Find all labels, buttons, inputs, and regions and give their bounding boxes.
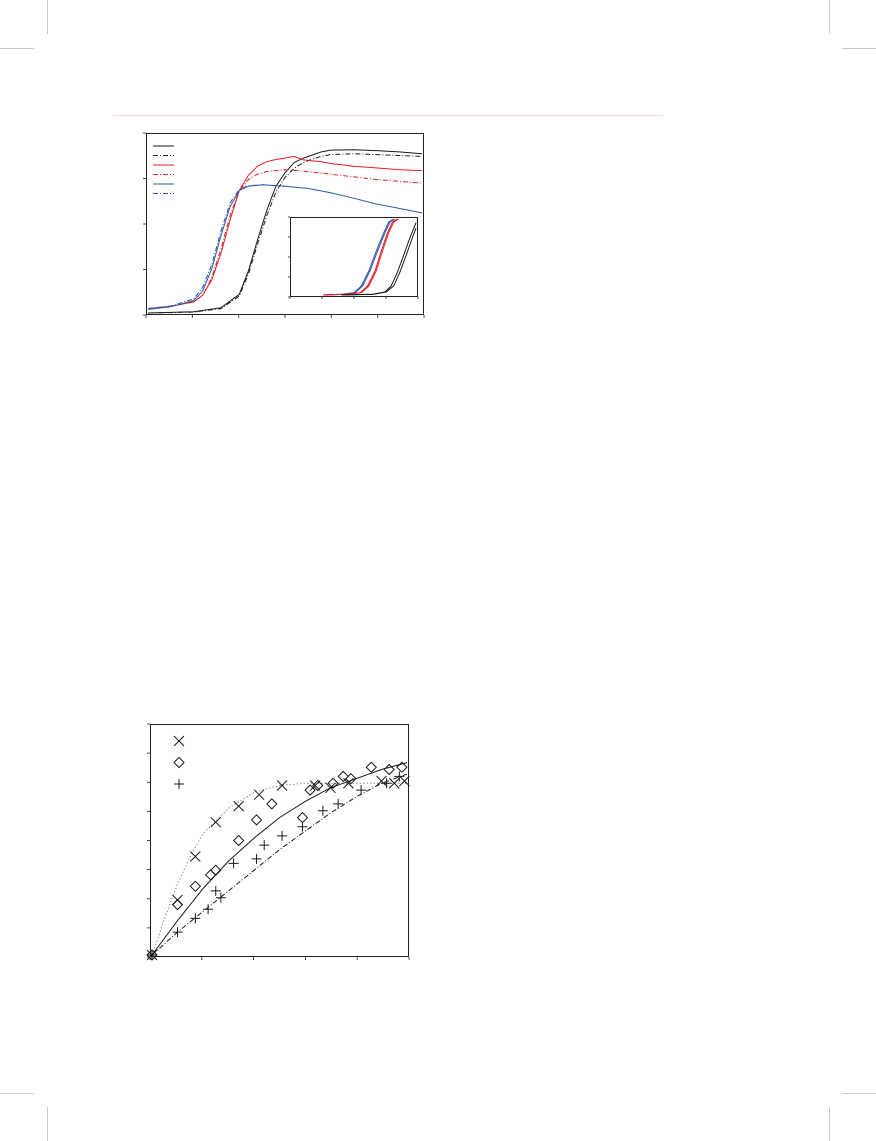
data-point-diamond xyxy=(210,864,222,876)
data-point-diamond xyxy=(250,814,263,826)
data-point-plus xyxy=(210,885,221,896)
data-point-diamond xyxy=(383,763,395,776)
data-point-diamond xyxy=(171,898,184,911)
data-point-diamond xyxy=(327,777,339,789)
data-point-diamond xyxy=(312,779,324,792)
data-point-plus xyxy=(259,840,270,851)
data-point-x xyxy=(233,800,245,812)
data-point-plus xyxy=(333,798,344,809)
data-point-x xyxy=(388,777,400,789)
data-point-diamond xyxy=(204,869,217,881)
series-line-4 xyxy=(322,218,399,296)
crop-mark-bottom-left-h xyxy=(0,1093,34,1094)
crop-mark-top-right-h xyxy=(842,48,876,49)
data-point-diamond xyxy=(345,772,357,785)
data-point-plus xyxy=(394,771,405,782)
data-point-x xyxy=(253,789,265,801)
series-line-6 xyxy=(341,227,417,296)
legend-marker-x xyxy=(173,735,185,747)
data-point-diamond xyxy=(232,834,245,847)
crop-mark-top-left-v xyxy=(47,0,48,34)
data-point-diamond xyxy=(296,811,309,824)
data-point-plus xyxy=(277,830,288,841)
data-point-plus xyxy=(147,950,157,960)
data-point-diamond xyxy=(396,761,408,773)
crop-mark-bottom-right-v xyxy=(829,1107,830,1141)
scatter-chart xyxy=(146,723,410,961)
data-point-diamond xyxy=(304,784,316,796)
data-point-plus xyxy=(356,785,367,796)
legend-marker-diamond xyxy=(173,756,185,769)
line-chart-inset xyxy=(288,216,419,299)
crop-mark-bottom-right-h xyxy=(842,1093,876,1094)
data-point-plus xyxy=(190,913,201,924)
data-point-plus xyxy=(215,892,226,903)
data-point-plus xyxy=(297,821,308,832)
data-point-x xyxy=(376,775,387,787)
data-point-x xyxy=(325,782,336,794)
data-point-x xyxy=(189,851,201,862)
series-line-4 xyxy=(147,169,423,310)
data-point-x xyxy=(210,816,222,828)
data-point-diamond xyxy=(189,880,202,893)
series-line-2 xyxy=(322,218,396,296)
line-chart-main xyxy=(143,132,425,318)
series-line-1 xyxy=(147,149,423,314)
fit-line-3 xyxy=(151,773,408,956)
fit-line-2 xyxy=(151,762,408,956)
main-plot-frame xyxy=(146,133,424,315)
series-line-5 xyxy=(147,184,423,310)
crop-mark-top-right-v xyxy=(829,0,830,34)
header-rule xyxy=(113,115,663,116)
data-point-diamond xyxy=(365,761,378,773)
fit-line-1 xyxy=(151,782,407,956)
data-point-plus xyxy=(381,778,392,789)
data-point-plus xyxy=(317,805,328,816)
data-point-plus xyxy=(251,853,262,864)
inset-plot-frame xyxy=(290,217,418,297)
data-point-diamond xyxy=(266,798,278,810)
legend-marker-plus xyxy=(174,779,184,789)
crop-mark-bottom-left-v xyxy=(47,1107,48,1141)
data-point-x xyxy=(399,775,410,787)
series-line-6 xyxy=(147,184,286,310)
data-point-plus xyxy=(228,858,239,869)
data-point-plus xyxy=(203,904,214,915)
data-point-x xyxy=(309,780,321,791)
scatter-plot-frame xyxy=(150,724,409,957)
data-point-x xyxy=(276,780,288,791)
series-line-2 xyxy=(147,153,423,314)
data-point-plus xyxy=(172,927,183,938)
crop-mark-top-left-h xyxy=(0,48,34,49)
data-point-diamond xyxy=(337,770,349,783)
